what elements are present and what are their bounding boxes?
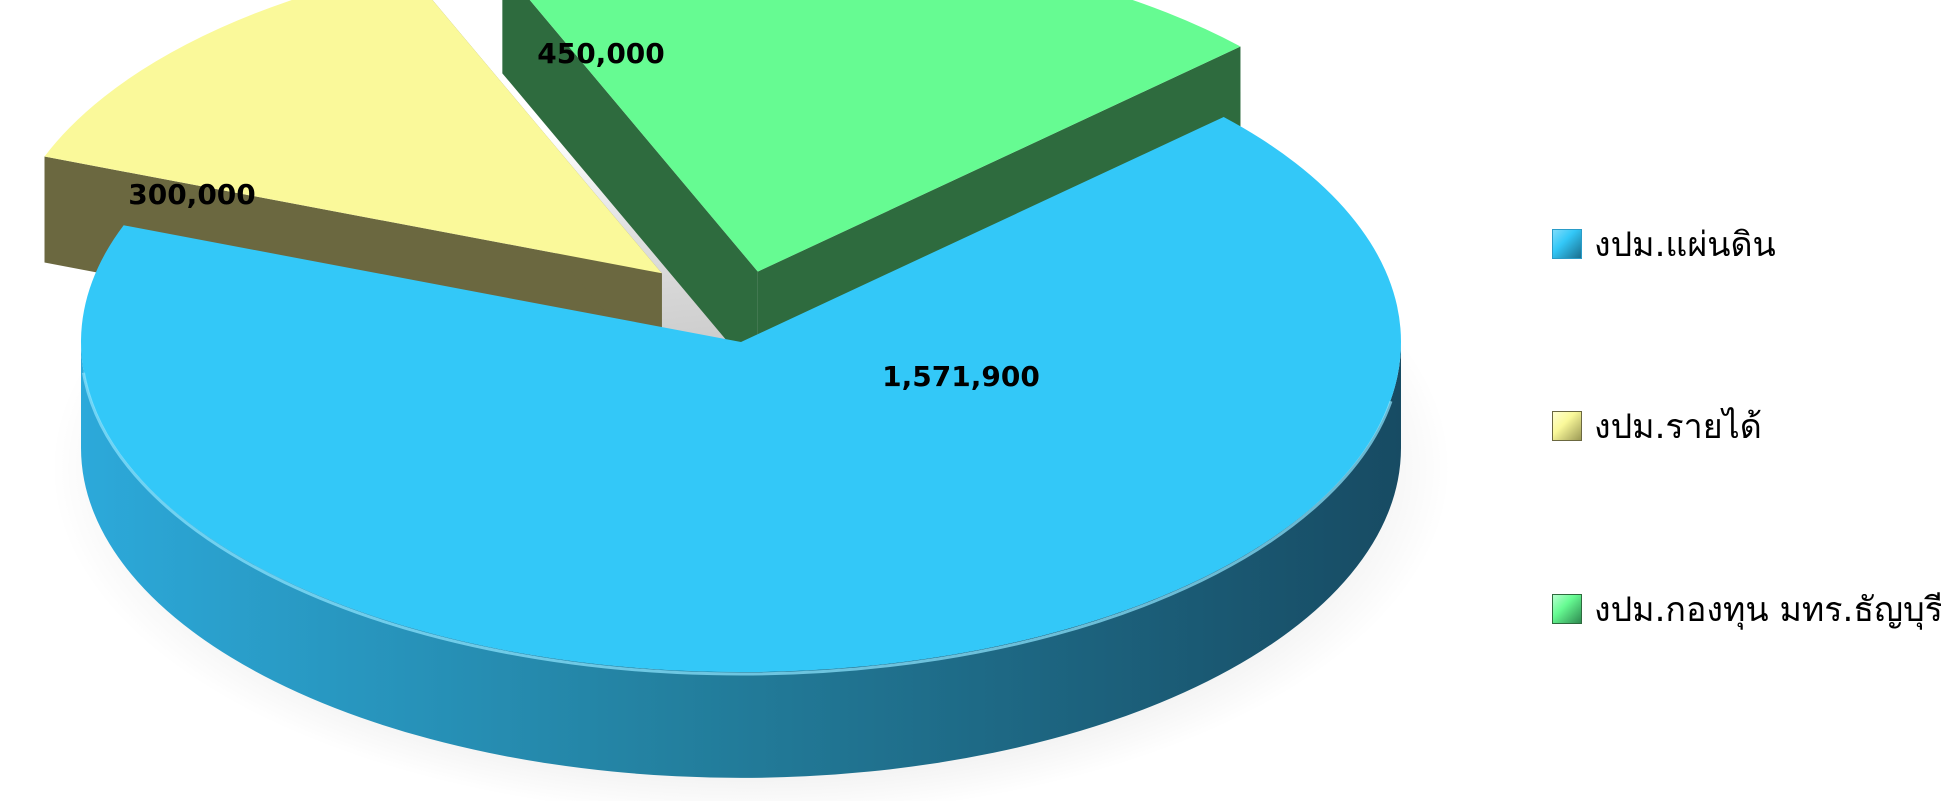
legend-label-2: งปม.กองทุน มทร.ธัญบุรี <box>1594 590 1941 630</box>
legend-label-1: งปม.รายได้ <box>1594 407 1762 447</box>
pie-slice-0 <box>80 116 1401 778</box>
legend-swatch-0 <box>1552 229 1582 259</box>
pie-slice-rim-0 <box>82 372 1393 676</box>
legend-swatch-2 <box>1552 594 1582 624</box>
data-label-0: 1,571,900 <box>882 360 1040 393</box>
legend-item-2: งปม.กองทุน มทร.ธัญบุรี <box>1552 587 1941 631</box>
pie-slice-top-0 <box>80 116 1401 673</box>
data-label-1: 300,000 <box>128 178 256 211</box>
legend-label-0: งปม.แผ่นดิน <box>1594 225 1776 265</box>
legend-swatch-1 <box>1552 411 1582 441</box>
legend-item-0: งปม.แผ่นดิน <box>1552 222 1776 266</box>
pie-slice-top-1 <box>44 0 662 274</box>
data-label-2: 450,000 <box>537 37 665 70</box>
pie-slice-side-0 <box>81 342 1401 778</box>
pie-slice-top-2 <box>529 0 1241 272</box>
legend-item-1: งปม.รายได้ <box>1552 404 1762 448</box>
pie-slice-wall-2-0 <box>502 0 758 378</box>
